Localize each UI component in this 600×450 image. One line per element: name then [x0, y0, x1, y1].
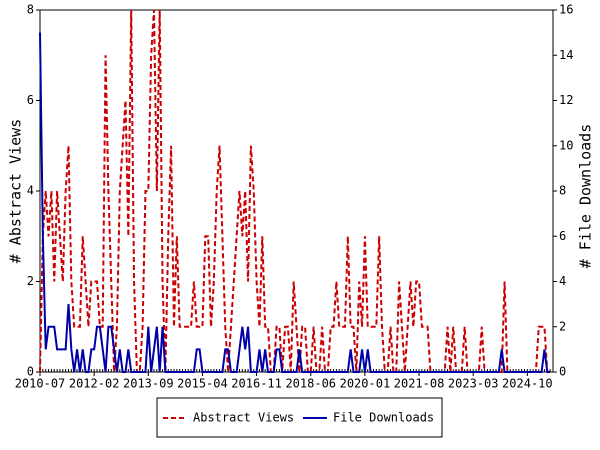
y2-tick-label: 6: [559, 229, 566, 243]
y2-tick-label: 0: [559, 365, 566, 379]
x-tick-label: 2023-03: [448, 377, 499, 391]
x-tick-label: 2012-02: [69, 377, 120, 391]
y-axis-label: # Abstract Views: [7, 119, 25, 264]
legend: [156, 397, 443, 438]
y-tick-label: 8: [27, 3, 34, 17]
y-tick-label: 6: [27, 93, 34, 107]
y-tick-label: 0: [27, 365, 34, 379]
y2-tick-label: 14: [559, 48, 573, 62]
x-tick-label: 2021-08: [394, 377, 445, 391]
y2-tick-label: 2: [559, 319, 566, 333]
y-tick-label: 2: [27, 274, 34, 288]
series-line: [39, 9, 551, 373]
y2-tick-label: 8: [559, 184, 566, 198]
y2-axis-label: # File Downloads: [577, 124, 595, 269]
x-tick-label: 2010-07: [15, 377, 66, 391]
y-tick-label: 4: [27, 184, 34, 198]
legend-label: File Downloads: [333, 411, 434, 425]
x-tick-label: 2024-10: [502, 377, 553, 391]
x-tick-label: 2018-06: [285, 377, 336, 391]
y2-tick-label: 10: [559, 138, 573, 152]
x-tick-label: 2013-09: [123, 377, 174, 391]
x-tick-label: 2015-04: [177, 377, 228, 391]
x-tick-label: 2016-11: [231, 377, 282, 391]
y2-tick-label: 12: [559, 93, 573, 107]
y2-tick-label: 4: [559, 274, 566, 288]
series-line: [39, 32, 551, 373]
legend-label: Abstract Views: [193, 411, 294, 425]
x-tick-label: 2020-01: [340, 377, 391, 391]
y2-tick-label: 16: [559, 3, 573, 17]
